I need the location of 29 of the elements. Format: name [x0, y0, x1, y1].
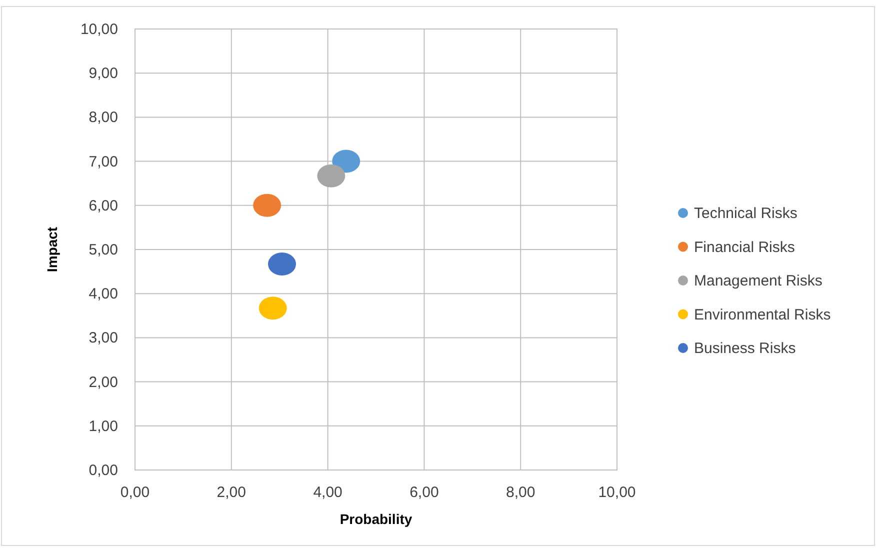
- y-tick-label: 3,00: [88, 330, 118, 347]
- x-tick-label: 0,00: [120, 484, 150, 501]
- y-tick-label: 6,00: [88, 197, 118, 214]
- y-tick-label: 9,00: [88, 65, 118, 82]
- y-axis-title: Impact: [44, 226, 60, 272]
- x-tick-label: 2,00: [216, 484, 246, 501]
- y-tick-label: 8,00: [88, 109, 118, 126]
- y-tick-label: 0,00: [88, 462, 118, 479]
- x-tick-label: 10,00: [598, 484, 636, 501]
- y-tick-label: 4,00: [88, 286, 118, 303]
- legend-label: Technical Risks: [694, 205, 798, 222]
- x-axis-title: Probability: [340, 511, 412, 527]
- legend-label: Financial Risks: [694, 238, 795, 256]
- x-tick-label: 6,00: [410, 484, 439, 501]
- legend-label: Business Risks: [694, 340, 796, 357]
- point: [258, 296, 287, 320]
- y-tick-label: 7,00: [88, 153, 118, 170]
- y-tick-label: 5,00: [88, 242, 118, 258]
- point: [253, 194, 282, 217]
- y-tick-label: 10,00: [80, 21, 118, 38]
- y-tick-label: 1,00: [88, 418, 118, 435]
- point: [317, 164, 346, 188]
- y-tick-label: 2,00: [88, 374, 118, 391]
- point: [332, 150, 360, 173]
- x-tick-label: 4,00: [313, 484, 342, 501]
- point: [268, 252, 296, 276]
- legend-label: Management Risks: [694, 272, 822, 290]
- x-tick-label: 8,00: [506, 484, 536, 501]
- legend-label: Environmental Risks: [694, 306, 831, 324]
